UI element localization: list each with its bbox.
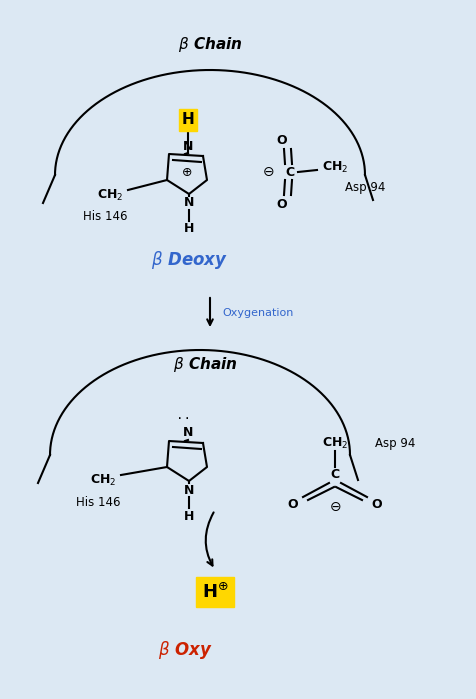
Text: N: N <box>184 484 194 496</box>
Text: N: N <box>184 196 194 210</box>
Text: $\ominus$: $\ominus$ <box>262 165 274 179</box>
Text: Oxygenation: Oxygenation <box>222 308 293 318</box>
Text: $\ominus$: $\ominus$ <box>329 500 341 514</box>
Text: C: C <box>286 166 295 178</box>
Text: O: O <box>277 134 288 147</box>
Text: N: N <box>183 140 193 152</box>
Text: N: N <box>183 426 193 440</box>
Text: H: H <box>184 510 194 522</box>
Text: CH$_2$: CH$_2$ <box>97 187 123 203</box>
Text: His 146: His 146 <box>76 496 120 508</box>
Text: CH$_2$: CH$_2$ <box>90 473 116 487</box>
Text: $\beta$ Chain: $\beta$ Chain <box>173 355 238 374</box>
Text: $\oplus$: $\oplus$ <box>181 166 193 180</box>
Text: ··: ·· <box>176 412 198 426</box>
Text: O: O <box>372 498 382 512</box>
Text: Asp 94: Asp 94 <box>345 180 386 194</box>
Text: CH$_2$: CH$_2$ <box>322 435 348 451</box>
Text: H: H <box>184 222 194 236</box>
Text: O: O <box>288 498 298 512</box>
Text: CH$_2$: CH$_2$ <box>322 159 348 175</box>
Text: O: O <box>277 198 288 210</box>
Text: H: H <box>182 113 194 127</box>
Text: C: C <box>330 468 339 482</box>
Text: $\beta$ Deoxy: $\beta$ Deoxy <box>151 249 228 271</box>
Text: $\beta$ Chain: $\beta$ Chain <box>178 35 242 54</box>
Text: His 146: His 146 <box>83 210 127 224</box>
Text: $\beta$ Oxy: $\beta$ Oxy <box>158 639 212 661</box>
Text: Asp 94: Asp 94 <box>375 436 416 449</box>
Text: H$^{\oplus}$: H$^{\oplus}$ <box>202 582 228 602</box>
